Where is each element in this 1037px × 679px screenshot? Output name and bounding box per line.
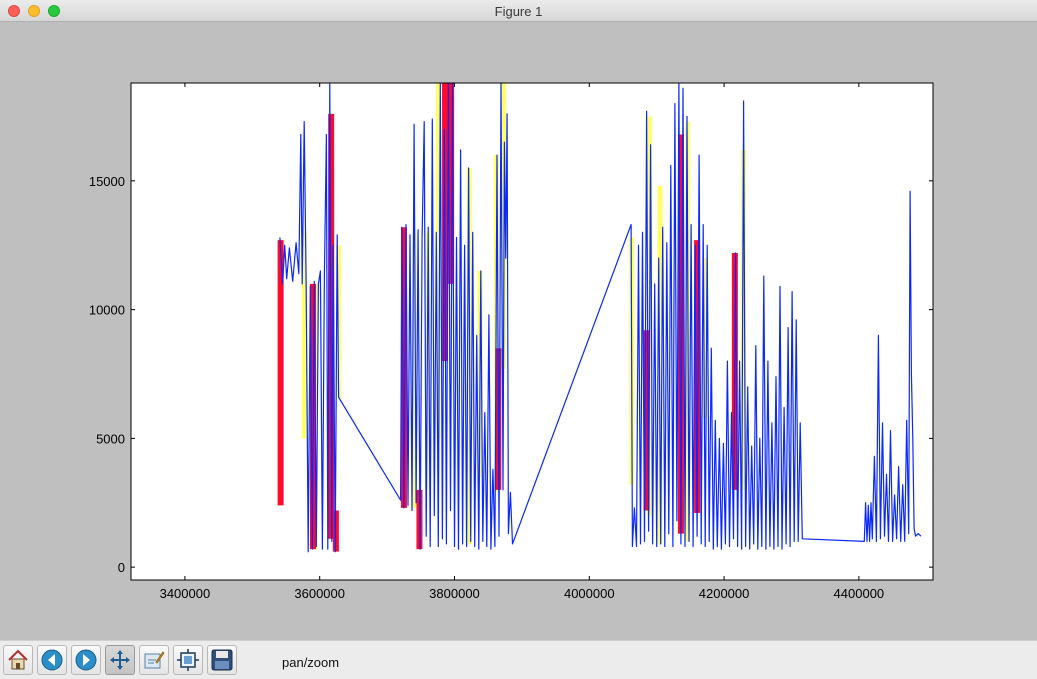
- minimize-window-button[interactable]: [28, 5, 40, 17]
- pan-button[interactable]: [105, 645, 135, 675]
- y-tick-label: 10000: [89, 303, 125, 318]
- navigation-toolbar: pan/zoom: [0, 640, 1037, 679]
- toolbar-status-text: pan/zoom: [282, 655, 340, 670]
- maximize-window-button[interactable]: [48, 5, 60, 17]
- plot-series-group: [277, 83, 922, 553]
- save-button[interactable]: [207, 645, 237, 675]
- plot-svg[interactable]: 3400000 3600000 3800000 4000000 4200000 44000…: [0, 22, 1037, 640]
- x-tick-label: 3400000: [160, 586, 211, 601]
- zoom-rect-icon: [144, 651, 165, 669]
- plot-area: [131, 83, 933, 580]
- x-tick-label: 4000000: [564, 586, 615, 601]
- x-tick-label: 4400000: [834, 586, 885, 601]
- home-icon: [8, 649, 28, 670]
- home-button[interactable]: [3, 645, 33, 675]
- pan-move-icon: [110, 650, 130, 670]
- forward-arrow-icon: [75, 649, 97, 671]
- y-tick-label: 5000: [96, 431, 125, 446]
- forward-button[interactable]: [71, 645, 101, 675]
- subplots-config-icon: [177, 649, 199, 671]
- floppy-save-icon: [211, 649, 233, 671]
- data-line-series: [279, 83, 922, 553]
- x-tick-label: 3600000: [294, 586, 345, 601]
- y-tick-label: 15000: [89, 174, 125, 189]
- window-titlebar: Figure 1: [0, 0, 1037, 22]
- window-title: Figure 1: [494, 4, 543, 19]
- back-button[interactable]: [37, 645, 67, 675]
- subplots-button[interactable]: [173, 645, 203, 675]
- axes-frame: [130, 82, 934, 581]
- x-tick-label: 4200000: [699, 586, 750, 601]
- back-arrow-icon: [41, 649, 63, 671]
- zoom-button[interactable]: [139, 645, 169, 675]
- y-tick-label: 0: [118, 560, 125, 575]
- x-tick-label: 3800000: [429, 586, 480, 601]
- figure-canvas[interactable]: 3400000 3600000 3800000 4000000 4200000 44000…: [0, 22, 1037, 640]
- close-window-button[interactable]: [8, 5, 20, 17]
